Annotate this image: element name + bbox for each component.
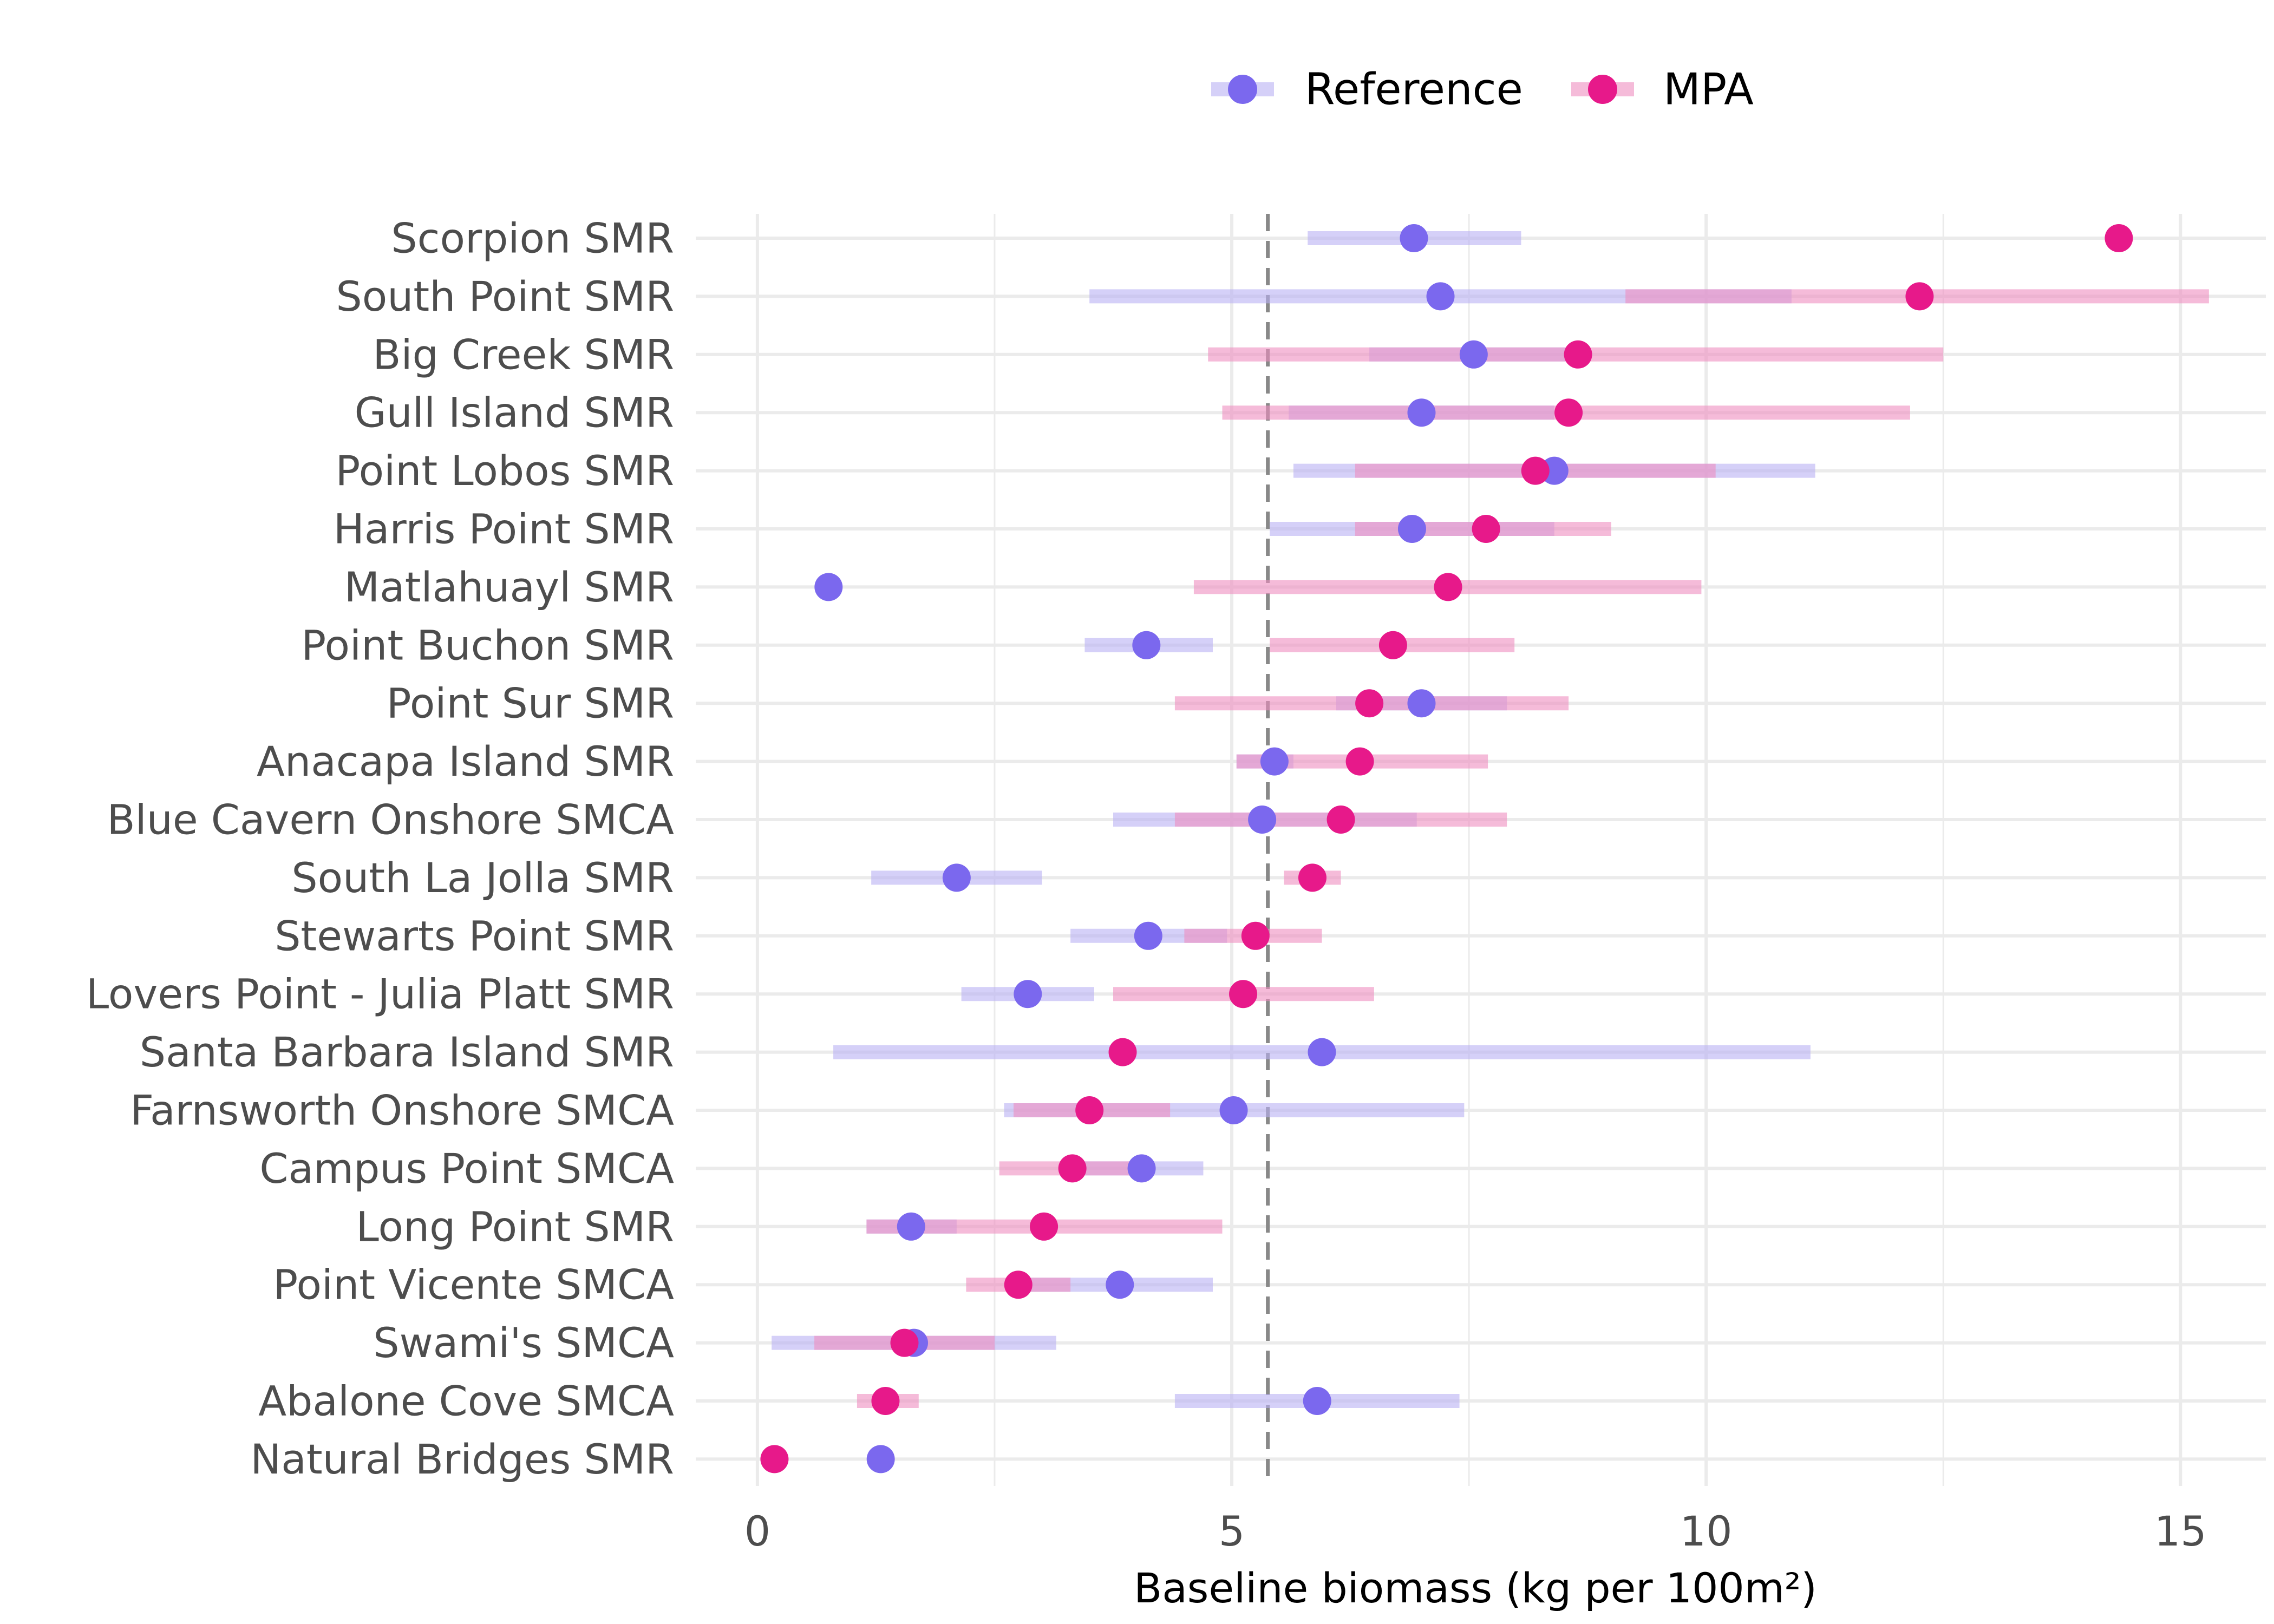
y-tick-label: Harris Point SMR [334,505,674,553]
y-tick-label: Swami's SMCA [373,1319,674,1367]
y-tick-label: Natural Bridges SMR [250,1435,674,1483]
mpa-point [1554,398,1583,427]
y-tick-label: Stewarts Point SMR [275,912,674,960]
y-tick-label: Point Sur SMR [387,679,674,728]
mpa-point [1434,573,1462,601]
reference-point [897,1212,925,1241]
mpa-point [1345,747,1374,776]
reference-point [1132,631,1161,659]
x-tick-label: 0 [744,1507,770,1555]
grid [696,214,2266,1486]
mpa-point [1241,921,1270,950]
reference-point [1127,1154,1156,1183]
reference-point [1459,340,1488,369]
mpa-point [1355,689,1384,718]
mpa-point [1298,863,1327,892]
mpa-point [1472,515,1500,543]
legend: Reference MPA [1211,64,1754,115]
reference-point [1303,1387,1331,1415]
mpa-point [1564,340,1592,369]
mpa-point [1058,1154,1087,1183]
reference-point [942,863,971,892]
mpa-point [1905,282,1934,311]
y-tick-label: Point Buchon SMR [301,621,674,669]
mpa-point [1378,631,1407,659]
mpa-point [871,1387,900,1415]
reference-point [1248,806,1277,834]
reference-point [1400,224,1428,252]
y-tick-label: Lovers Point - Julia Platt SMR [86,970,674,1018]
reference-point [1106,1271,1134,1299]
x-tick-labels: 0 5 10 15 [744,1507,2207,1555]
x-tick-label: 5 [1219,1507,1245,1555]
y-tick-label: Gull Island SMR [355,389,674,437]
mpa-point [1004,1271,1033,1299]
mpa-point [1108,1038,1137,1066]
y-tick-label: Santa Barbara Island SMR [140,1028,674,1076]
mpa-point [1075,1096,1104,1124]
y-tick-labels: Scorpion SMR South Point SMR Big Creek SMR… [86,214,674,1483]
y-tick-label: Scorpion SMR [391,214,674,263]
reference-point [1219,1096,1248,1124]
x-axis-title: Baseline biomass (kg per 100m²) [1134,1564,1817,1612]
reference-point [866,1445,895,1474]
y-tick-label: Anacapa Island SMR [257,737,674,785]
y-tick-label: Farnsworth Onshore SMCA [130,1086,674,1135]
mpa-point [1521,456,1550,485]
mpa-point [890,1328,919,1357]
y-tick-label: Campus Point SMCA [259,1144,674,1193]
reference-point [1014,980,1042,1009]
reference-point [1397,515,1426,543]
legend-key-point [1228,75,1257,104]
y-tick-label: Matlahuayl SMR [344,563,674,611]
x-tick-label: 15 [2154,1507,2207,1555]
mpa-point [1327,806,1355,834]
y-tick-label: Point Vicente SMCA [273,1261,674,1309]
legend-label: Reference [1305,64,1523,115]
legend-label: MPA [1663,64,1754,115]
legend-key-point [1588,75,1617,104]
reference-point [1407,398,1436,427]
y-tick-label: Long Point SMR [356,1202,674,1250]
mpa-point [1030,1212,1058,1241]
y-tick-label: Blue Cavern Onshore SMCA [107,796,674,844]
y-tick-label: Abalone Cove SMCA [258,1377,674,1425]
y-tick-label: Big Creek SMR [373,330,674,378]
mpa-point [760,1445,789,1474]
mpa-point [1229,980,1258,1009]
y-tick-label: Point Lobos SMR [336,447,674,495]
reference-point [1260,747,1289,776]
y-tick-label: South Point SMR [336,272,674,320]
reference-point [1308,1038,1336,1066]
x-tick-label: 10 [1680,1507,1733,1555]
reference-point [814,573,843,601]
reference-point [1134,921,1162,950]
mpa-point [2105,224,2133,252]
y-tick-label: South La Jolla SMR [291,854,674,902]
points [760,224,2133,1474]
reference-point [1407,689,1436,718]
reference-point [1426,282,1455,311]
